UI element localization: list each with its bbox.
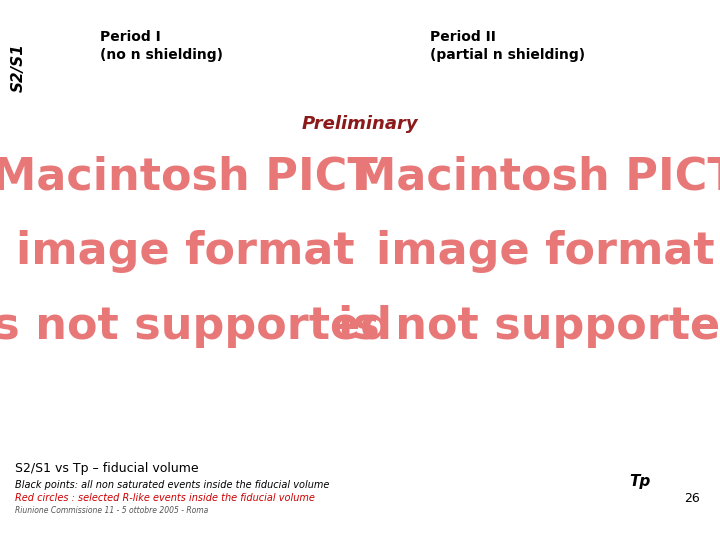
Text: Tp: Tp [629,474,651,489]
Text: S2/S1: S2/S1 [11,44,25,92]
Text: Riunione Commissione 11 - 5 ottobre 2005 - Roma: Riunione Commissione 11 - 5 ottobre 2005… [15,506,208,515]
Text: Period I: Period I [100,30,161,44]
Text: Preliminary: Preliminary [302,115,418,133]
Text: Macintosh PICT: Macintosh PICT [0,155,378,198]
Text: Macintosh PICT: Macintosh PICT [352,155,720,198]
Text: image format: image format [376,230,714,273]
Text: S2/S1 vs Tp – fiducial volume: S2/S1 vs Tp – fiducial volume [15,462,199,475]
Text: (partial n shielding): (partial n shielding) [430,48,585,62]
Text: image format: image format [16,230,354,273]
Text: (no n shielding): (no n shielding) [100,48,223,62]
Text: Period II: Period II [430,30,496,44]
Text: is not supported: is not supported [338,305,720,348]
Text: is not supported: is not supported [0,305,392,348]
Text: Black points: all non saturated events inside the fiducial volume: Black points: all non saturated events i… [15,480,329,490]
Text: 26: 26 [684,492,700,505]
Text: Red circles : selected R-like events inside the fiducial volume: Red circles : selected R-like events ins… [15,493,315,503]
